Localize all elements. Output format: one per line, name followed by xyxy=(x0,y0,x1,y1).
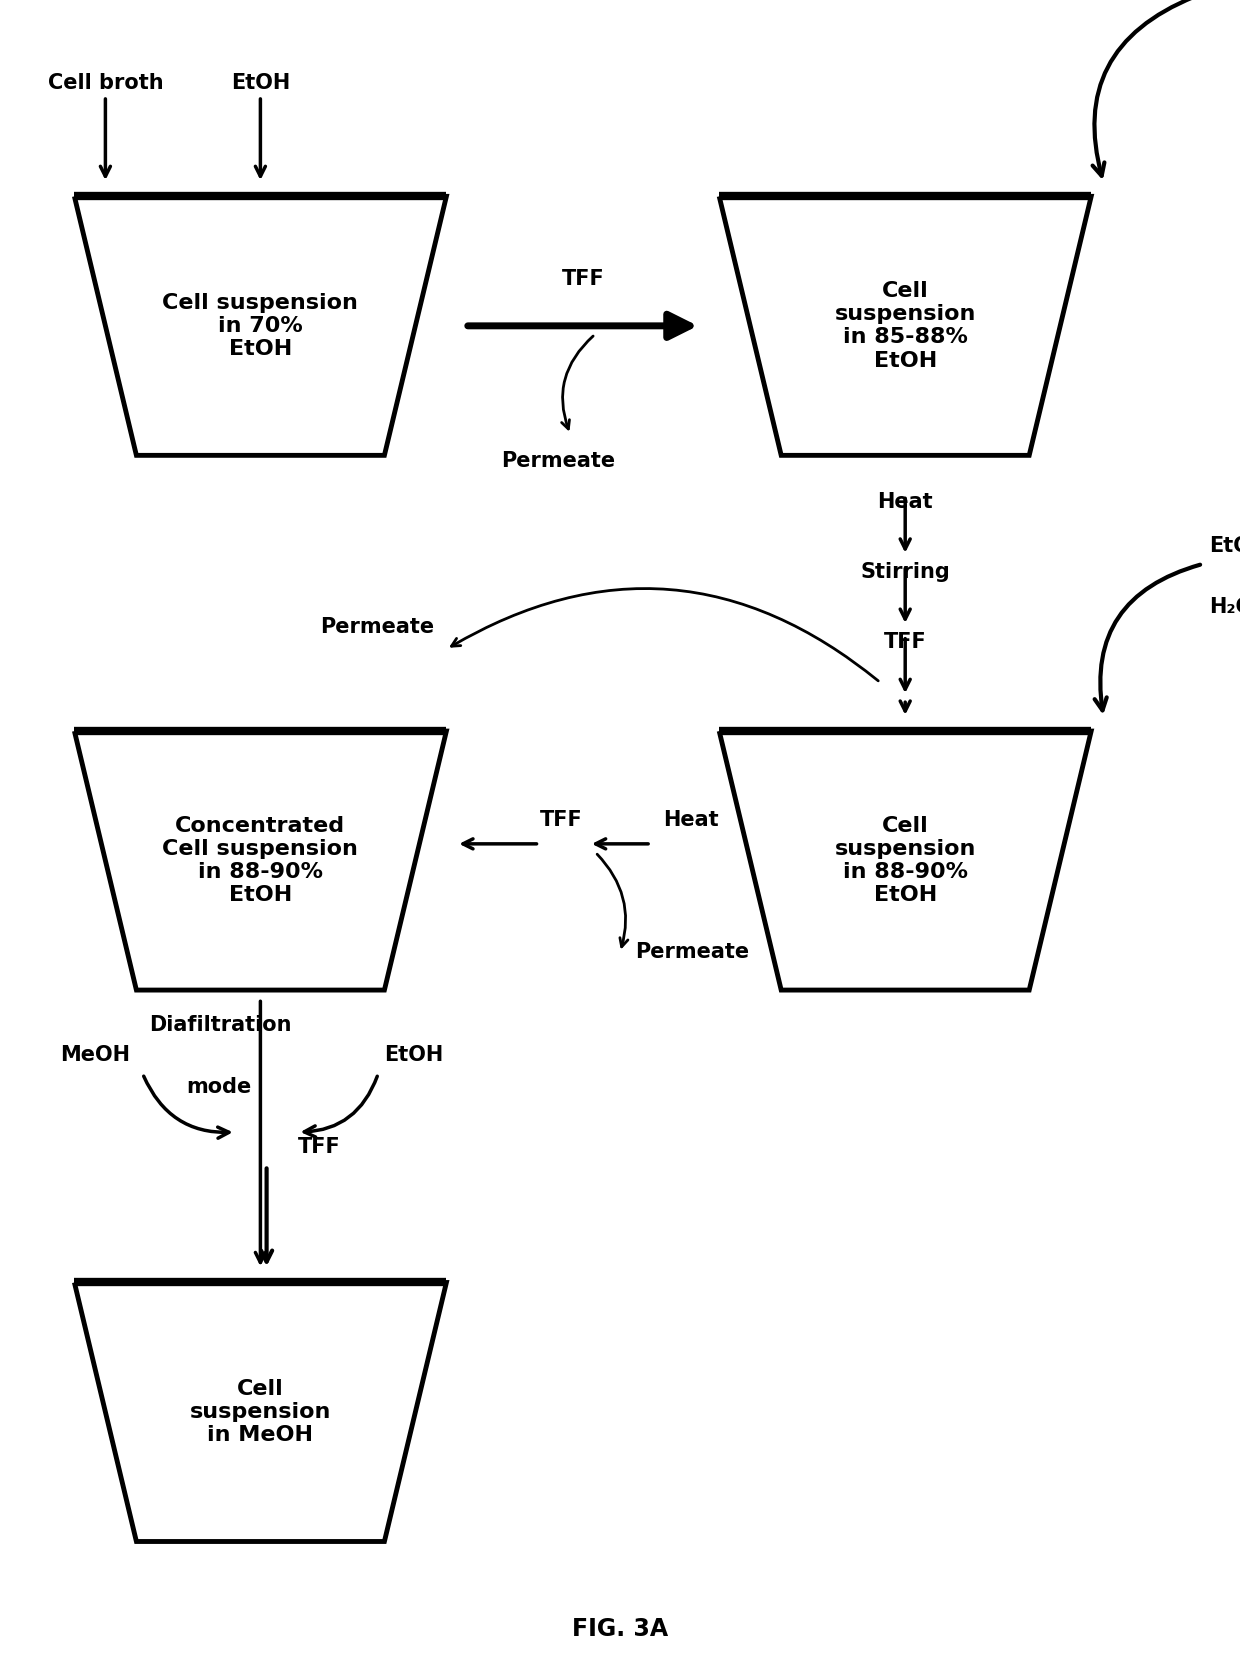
Text: MeOH: MeOH xyxy=(61,1046,130,1066)
Text: Diafiltration: Diafiltration xyxy=(149,1016,291,1034)
Text: EtOH: EtOH xyxy=(231,74,290,92)
Text: mode: mode xyxy=(186,1078,252,1096)
Text: Permeate: Permeate xyxy=(501,451,615,471)
Text: Permeate: Permeate xyxy=(635,942,749,962)
Text: TFF: TFF xyxy=(541,810,583,830)
Text: Heat: Heat xyxy=(878,491,932,511)
Text: FIG. 3A: FIG. 3A xyxy=(572,1618,668,1641)
Text: Permeate: Permeate xyxy=(320,618,434,638)
Text: H₂O: H₂O xyxy=(1209,598,1240,618)
Text: Cell suspension
in 70%
EtOH: Cell suspension in 70% EtOH xyxy=(162,292,358,359)
Text: Stirring: Stirring xyxy=(861,561,950,582)
Text: Cell
suspension
in 88-90%
EtOH: Cell suspension in 88-90% EtOH xyxy=(835,815,976,906)
Text: TFF: TFF xyxy=(562,269,604,289)
Text: Cell
suspension
in MeOH: Cell suspension in MeOH xyxy=(190,1379,331,1445)
Text: TFF: TFF xyxy=(884,633,926,652)
Text: Concentrated
Cell suspension
in 88-90%
EtOH: Concentrated Cell suspension in 88-90% E… xyxy=(162,815,358,906)
Text: Heat: Heat xyxy=(663,810,719,830)
Text: Cell broth: Cell broth xyxy=(47,74,164,92)
Text: Cell
suspension
in 85-88%
EtOH: Cell suspension in 85-88% EtOH xyxy=(835,281,976,371)
Text: TFF: TFF xyxy=(298,1138,340,1156)
Text: EtOH,: EtOH, xyxy=(1209,536,1240,555)
Text: EtOH: EtOH xyxy=(384,1046,444,1066)
